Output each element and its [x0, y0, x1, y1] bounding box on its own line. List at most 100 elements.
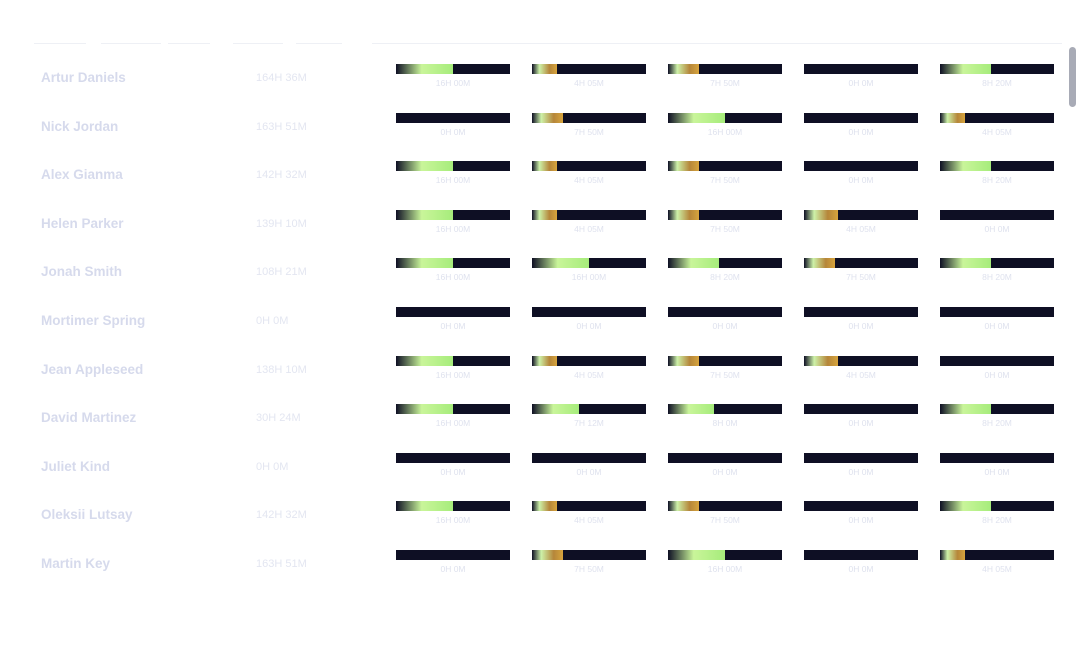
day-cell[interactable]: 16H 00M [396, 404, 510, 436]
day-hours-label: 16H 00M [435, 272, 471, 283]
hours-progress-bar [532, 549, 646, 560]
day-cell[interactable]: 0H 0M [804, 452, 918, 485]
day-cell[interactable]: 4H 05M [532, 355, 646, 388]
day-cell[interactable]: 8H 20M [940, 501, 1054, 533]
hours-progress-bar [532, 64, 646, 74]
day-cell[interactable]: 16H 00M [532, 258, 646, 290]
day-cell[interactable]: 4H 05M [532, 209, 646, 242]
day-cell[interactable]: 0H 0M [396, 452, 510, 485]
employee-name[interactable]: Helen Parker [41, 215, 124, 231]
day-cell[interactable]: 16H 00M [396, 355, 510, 388]
employee-name[interactable]: Artur Daniels [41, 70, 126, 85]
employee-name[interactable]: Mortimer Spring [41, 312, 146, 328]
day-cell[interactable]: 8H 0M [668, 404, 782, 436]
day-cell[interactable]: 7H 50M [804, 258, 918, 290]
day-cell[interactable]: 0H 0M [532, 452, 646, 485]
employee-name[interactable]: Martin Key [41, 555, 111, 571]
day-cell[interactable]: 0H 0M [804, 501, 918, 533]
day-hours-label: 0H 0M [848, 126, 874, 137]
day-cell[interactable]: 16H 00M [668, 549, 782, 582]
day-cell[interactable]: 7H 50M [668, 64, 782, 96]
day-cell[interactable]: 0H 0M [396, 112, 510, 145]
day-cell[interactable]: 7H 50M [532, 112, 646, 145]
day-cell[interactable]: 8H 20M [940, 404, 1054, 436]
employee-name[interactable]: David Martinez [41, 410, 137, 426]
table-row[interactable]: Helen Parker 139H 10M 16H 00M 4H 05M 7H 50M 4… [0, 198, 1062, 247]
day-cell[interactable]: 7H 50M [532, 549, 646, 582]
day-cell[interactable]: 7H 50M [668, 161, 782, 193]
day-cell[interactable]: 0H 0M [804, 404, 918, 436]
table-row[interactable]: Jean Appleseed 138H 10M 16H 00M 4H 05M 7H 50… [0, 344, 1062, 393]
table-row[interactable]: Mortimer Spring 0H 0M 0H 0M 0H 0M 0H 0M 0H 0M… [0, 295, 1062, 344]
total-hours: 164H 36M [256, 72, 307, 84]
day-cell[interactable]: 4H 05M [940, 549, 1054, 582]
hours-progress-bar [668, 112, 782, 123]
day-cell[interactable]: 4H 05M [532, 501, 646, 533]
hours-progress-bar [532, 209, 646, 220]
table-row[interactable]: Martin Key 163H 51M 0H 0M 7H 50M 16H 00M 0H 0… [0, 538, 1062, 587]
day-cell[interactable]: 4H 05M [804, 355, 918, 388]
table-row[interactable]: David Martinez 30H 24M 16H 00M 7H 12M 8H 0M 0… [0, 392, 1062, 441]
day-cell[interactable]: 0H 0M [804, 64, 918, 96]
employee-name[interactable]: Juliet Kind [41, 458, 111, 474]
day-cell[interactable]: 0H 0M [804, 161, 918, 193]
table-row[interactable]: Artur Daniels 164H 36M 16H 00M 4H 05M 7H 50M… [0, 52, 1062, 101]
day-cell[interactable]: 16H 00M [396, 209, 510, 242]
hours-progress-fill [940, 112, 966, 123]
employee-name[interactable]: Nick Jordan [41, 118, 119, 134]
hours-progress-bar [668, 209, 782, 220]
day-cell[interactable]: 0H 0M [668, 306, 782, 339]
day-cell[interactable]: 0H 0M [940, 355, 1054, 388]
day-cell[interactable]: 8H 20M [940, 161, 1054, 193]
day-cell[interactable]: 16H 00M [396, 161, 510, 193]
day-cell[interactable]: 8H 20M [940, 258, 1054, 290]
day-hours-label: 4H 05M [846, 369, 876, 380]
day-cell[interactable]: 8H 20M [668, 258, 782, 290]
day-cell[interactable]: 4H 05M [532, 161, 646, 193]
day-cell[interactable]: 0H 0M [668, 452, 782, 485]
hours-progress-fill [940, 258, 992, 269]
employee-name[interactable]: Jonah Smith [41, 264, 123, 280]
day-cell[interactable]: 7H 12M [532, 404, 646, 436]
day-hours-label: 0H 0M [848, 78, 874, 88]
day-cell[interactable]: 0H 0M [396, 306, 510, 339]
vertical-scrollbar[interactable] [1069, 47, 1076, 107]
day-hours-label: 16H 00M [707, 563, 743, 574]
day-cell[interactable]: 8H 20M [940, 64, 1054, 96]
day-cell[interactable]: 16H 00M [668, 112, 782, 145]
employee-name[interactable]: Alex Gianma [41, 167, 123, 183]
day-hours-label: 0H 0M [848, 466, 874, 477]
table-row[interactable]: Alex Gianma 142H 32M 16H 00M 4H 05M 7H 50M 0H… [0, 149, 1062, 198]
table-row[interactable]: Nick Jordan 163H 51M 0H 0M 7H 50M 16H 00M 0H … [0, 101, 1062, 150]
day-hours-label: 0H 0M [848, 418, 874, 429]
day-cell[interactable]: 16H 00M [396, 501, 510, 533]
hours-progress-bar [396, 258, 510, 269]
day-cell[interactable]: 7H 50M [668, 209, 782, 242]
day-cell[interactable]: 0H 0M [940, 209, 1054, 242]
day-cell[interactable]: 0H 0M [532, 306, 646, 339]
day-cell[interactable]: 7H 50M [668, 355, 782, 388]
day-cell[interactable]: 0H 0M [804, 549, 918, 582]
day-cell[interactable]: 0H 0M [804, 112, 918, 145]
table-row[interactable]: Jonah Smith 108H 21M 16H 00M 16H 00M 8H 20M 7… [0, 246, 1062, 295]
day-cell[interactable]: 16H 00M [396, 258, 510, 290]
day-cell[interactable]: 4H 05M [532, 64, 646, 96]
hours-progress-fill [940, 161, 992, 172]
day-cell[interactable]: 16H 00M [396, 64, 510, 96]
day-cell[interactable]: 0H 0M [804, 306, 918, 339]
employee-name[interactable]: Jean Appleseed [41, 361, 144, 377]
table-row[interactable]: Oleksii Lutsay 142H 32M 16H 00M 4H 05M 7H 50… [0, 489, 1062, 538]
day-cell[interactable]: 0H 0M [940, 306, 1054, 339]
table-row[interactable]: Juliet Kind 0H 0M 0H 0M 0H 0M 0H 0M 0H 0M 0H 0… [0, 441, 1062, 490]
day-hours-label: 16H 00M [435, 369, 471, 380]
hours-progress-bar [668, 404, 782, 415]
day-cell[interactable]: 0H 0M [396, 549, 510, 582]
total-hours: 163H 51M [256, 120, 307, 133]
day-cell[interactable]: 7H 50M [668, 501, 782, 533]
employee-name[interactable]: Oleksii Lutsay [41, 507, 133, 523]
day-cell[interactable]: 0H 0M [940, 452, 1054, 485]
day-cell[interactable]: 4H 05M [804, 209, 918, 242]
total-hours: 0H 0M [256, 460, 289, 473]
day-cell[interactable]: 4H 05M [940, 112, 1054, 145]
hours-progress-bar [396, 161, 510, 172]
